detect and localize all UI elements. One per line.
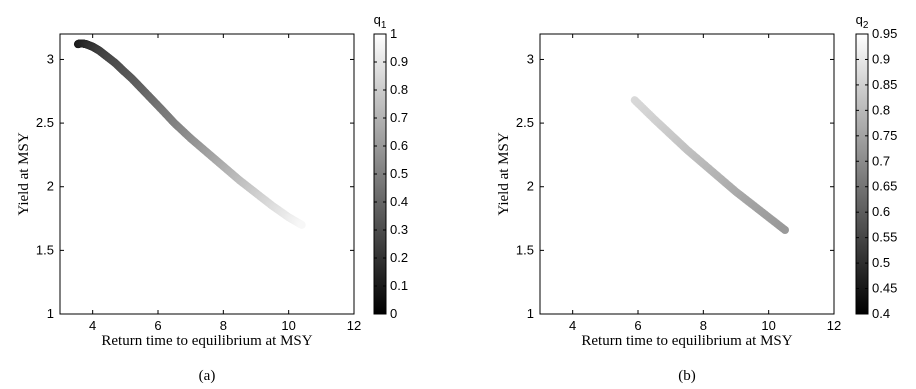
data-series xyxy=(630,96,789,234)
colorbar-tick-label: 0.55 xyxy=(872,230,897,245)
y-axis-label: Yield at MSY xyxy=(496,132,512,216)
data-point xyxy=(781,226,789,234)
colorbar-tick-label: 0.45 xyxy=(872,281,897,296)
panel-caption: (a) xyxy=(199,368,216,384)
colorbar-tick-label: 0.95 xyxy=(872,26,897,41)
y-tick-label: 2 xyxy=(47,179,54,194)
colorbar-tick-label: 0.1 xyxy=(390,278,408,293)
colorbar-title: q1 xyxy=(374,12,387,31)
y-tick-label: 2 xyxy=(527,179,534,194)
plot-frame xyxy=(59,33,355,315)
colorbar-tick-label: 0.4 xyxy=(872,306,890,321)
colorbar-tick-label: 0.85 xyxy=(872,77,897,92)
colorbar-tick-label: 0.6 xyxy=(872,204,890,219)
y-tick-label: 1.5 xyxy=(36,242,54,257)
x-tick-label: 6 xyxy=(154,318,161,333)
colorbar-tick-label: 0 xyxy=(390,306,397,321)
colorbar-tick-label: 0.8 xyxy=(390,82,408,97)
colorbar-tick-label: 0.65 xyxy=(872,179,897,194)
y-tick-label: 1 xyxy=(527,306,534,321)
panel-caption: (b) xyxy=(678,368,696,384)
data-series xyxy=(73,39,306,229)
colorbar-title-main: q xyxy=(374,12,381,27)
x-tick-label: 6 xyxy=(634,318,641,333)
colorbar-tick-label: 0.5 xyxy=(390,166,408,181)
y-axis-label: Yield at MSY xyxy=(16,132,32,216)
x-tick-label: 4 xyxy=(569,318,576,333)
x-tick-label: 8 xyxy=(700,318,707,333)
colorbar-tick-label: 0.5 xyxy=(872,255,890,270)
x-tick-label: 4 xyxy=(89,318,96,333)
y-tick-label: 3 xyxy=(527,51,534,66)
colorbar-tick-label: 0.9 xyxy=(390,54,408,69)
colorbar-tick-label: 1 xyxy=(390,26,397,41)
colorbar-tick-label: 0.7 xyxy=(390,110,408,125)
colorbar-gradient xyxy=(855,33,869,315)
chart-panel-2: 4 6 8 10 12 1 1.5 2 2.5 3 Return time to equilibri… xyxy=(496,12,897,384)
data-point xyxy=(297,220,306,229)
colorbar-tick-label: 0.6 xyxy=(390,138,408,153)
y-tick-label: 2.5 xyxy=(516,115,534,130)
x-axis-label: Return time to equilibrium at MSY xyxy=(101,333,312,349)
colorbar: 0.4 0.45 0.5 0.55 0.6 0.65 0.7 0.75 0.8 0.85 0.9 0.… xyxy=(855,12,897,321)
y-tick-label: 1 xyxy=(47,306,54,321)
colorbar-title-subscript: 1 xyxy=(381,20,387,31)
plot-frame xyxy=(539,33,835,315)
x-tick-label: 10 xyxy=(761,318,775,333)
x-axis-label: Return time to equilibrium at MSY xyxy=(581,333,792,349)
colorbar-tick-label: 0.7 xyxy=(872,153,890,168)
colorbar-title-main: q xyxy=(856,12,863,27)
y-tick-label: 2.5 xyxy=(36,115,54,130)
colorbar-tick-label: 0.3 xyxy=(390,222,408,237)
colorbar-tick-label: 0.9 xyxy=(872,51,890,66)
colorbar-tick-label: 0.2 xyxy=(390,250,408,265)
x-tick-label: 8 xyxy=(220,318,227,333)
y-tick-label: 3 xyxy=(47,51,54,66)
colorbar-tick-label: 0.4 xyxy=(390,194,408,209)
colorbar-tick-label: 0.8 xyxy=(872,102,890,117)
colorbar-title-subscript: 2 xyxy=(863,20,869,31)
x-tick-label: 10 xyxy=(281,318,295,333)
colorbar: 0 0.1 0.2 0.3 0.4 0.5 0.6 0.7 0.8 0.9 1q1 xyxy=(373,12,408,321)
colorbar-tick-label: 0.75 xyxy=(872,128,897,143)
x-tick-label: 12 xyxy=(347,318,361,333)
x-tick-label: 12 xyxy=(827,318,841,333)
y-tick-label: 1.5 xyxy=(516,242,534,257)
colorbar-title: q2 xyxy=(856,12,869,31)
